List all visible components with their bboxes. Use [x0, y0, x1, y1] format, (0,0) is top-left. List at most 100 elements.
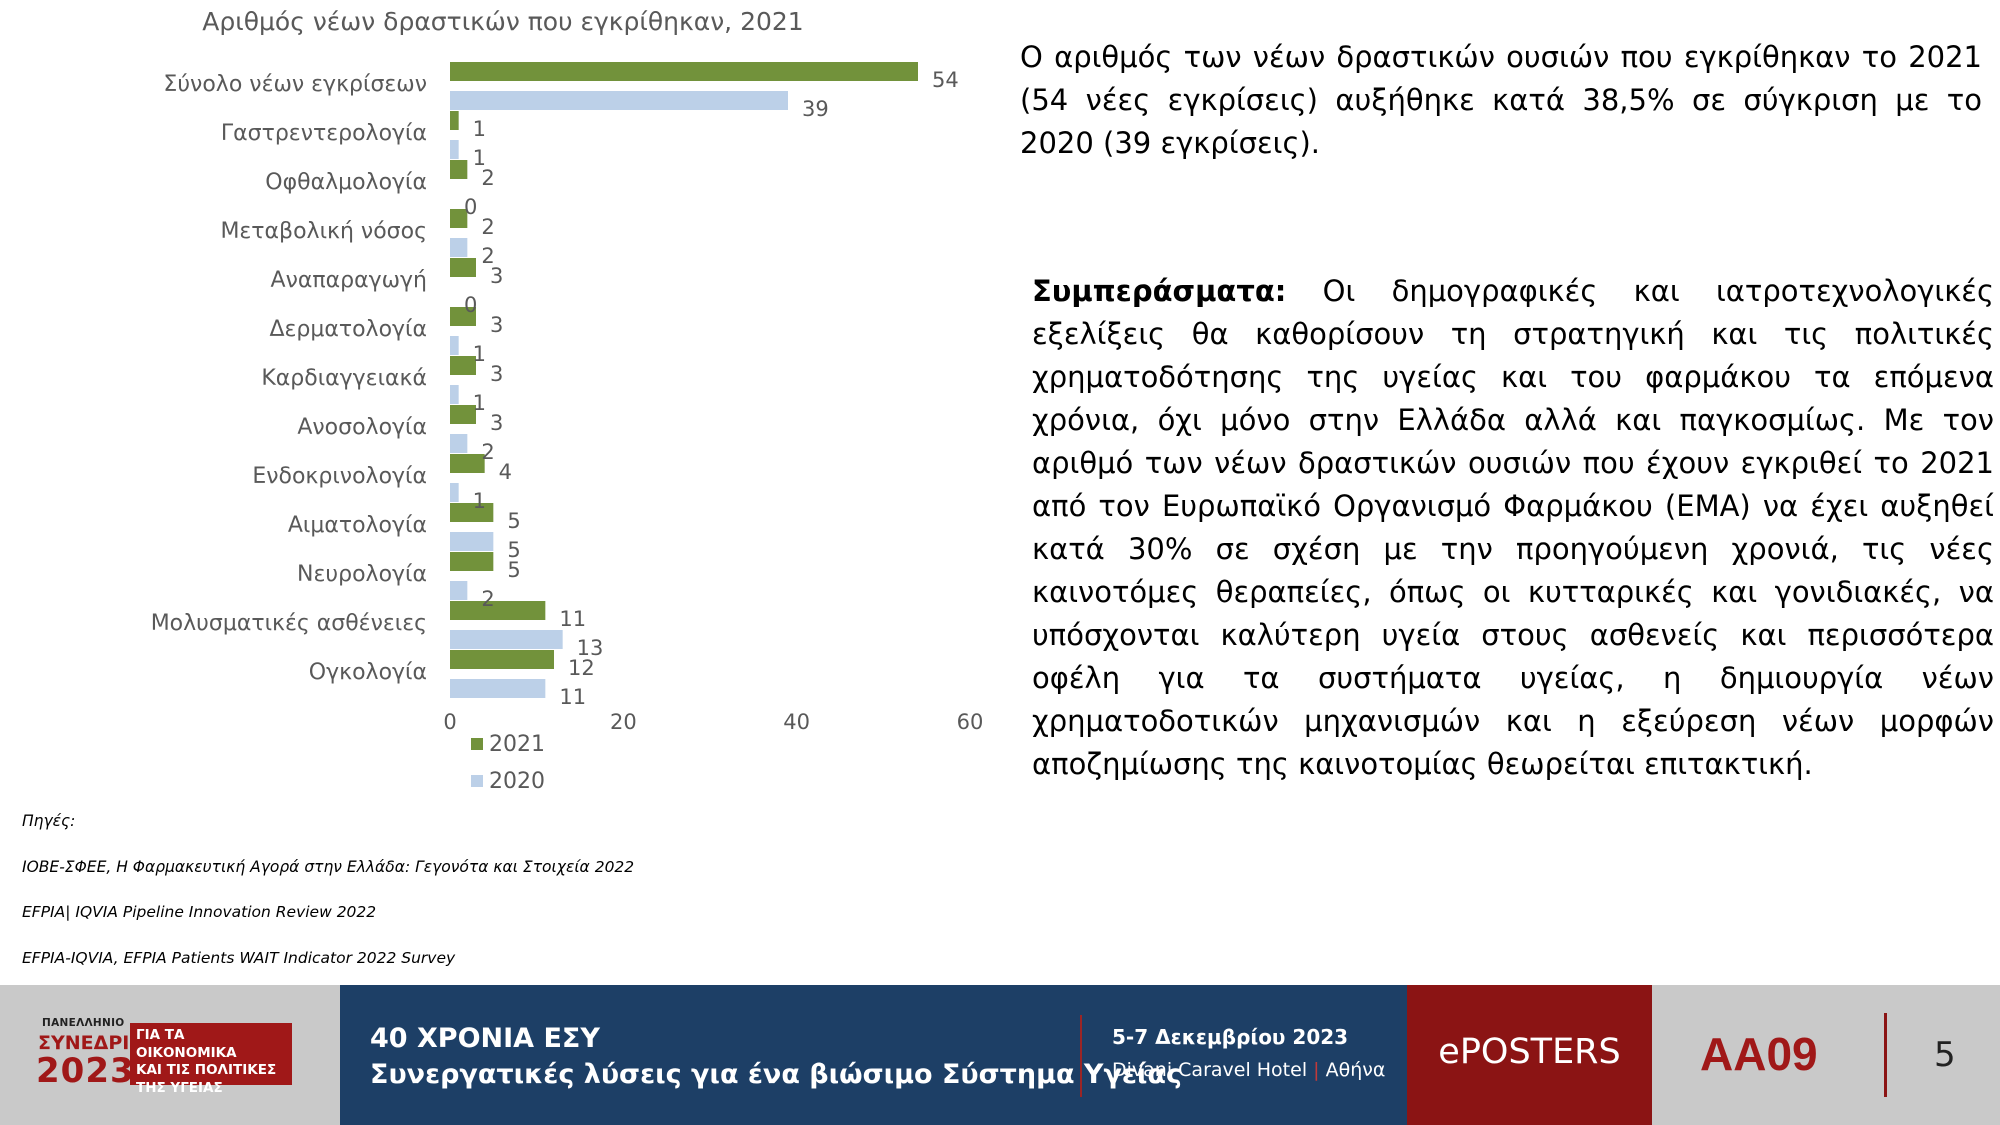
logo-box: ΓΙΑ ΤΑ ΟΙΚΟΝΟΜΙΚΑ ΚΑΙ ΤΙΣ ΠΟΛΙΤΙΚΕΣ ΤΗΣ …	[130, 1023, 292, 1096]
bar-2020	[450, 630, 563, 649]
conclusion-paragraph: Συμπεράσματα: Οι δημογραφικές και ιατροτ…	[1032, 270, 1994, 786]
bar-2021	[450, 454, 485, 473]
legend-swatch	[471, 775, 483, 787]
footer-date: 5-7 Δεκεμβρίου 2023	[1112, 1025, 1349, 1049]
bar-2020	[450, 483, 459, 502]
source-item: ΙΟΒΕ-ΣΦΕΕ, Η Φαρμακευτική Αγορά στην Ελλ…	[22, 857, 635, 876]
category-label: Μεταβολική νόσος	[220, 219, 427, 244]
sources: Πηγές: ΙΟΒΕ-ΣΦΕΕ, Η Φαρμακευτική Αγορά σ…	[22, 812, 634, 994]
data-label: 2	[481, 215, 494, 239]
bar-2021	[450, 307, 476, 326]
legend-label: 2021	[489, 732, 545, 757]
data-label: 2	[481, 440, 494, 464]
logo-big-text: ΣΥΝΕΔΡΙΟ	[38, 1032, 146, 1054]
data-label: 1	[473, 342, 486, 366]
bar-2021	[450, 111, 459, 130]
bar-2020	[450, 140, 459, 159]
category-label: Αναπαραγωγή	[271, 268, 427, 293]
logo-box-line: ΚΑΙ ΤΙΣ ΠΟΛΙΤΙΚΕΣ	[136, 1062, 277, 1078]
x-tick-label: 0	[443, 710, 456, 734]
category-label: Μολυσματικές ασθένειες	[151, 611, 427, 636]
legend-label: 2020	[489, 769, 545, 794]
data-label: 5	[507, 509, 520, 533]
data-label: 2	[481, 244, 494, 268]
category-label: Ανοσολογία	[297, 415, 427, 440]
category-label: Αιματολογία	[288, 513, 427, 538]
data-label: 13	[577, 636, 604, 660]
data-label: 3	[490, 313, 503, 337]
logo-year: 2023	[36, 1051, 135, 1091]
data-label: 54	[932, 68, 959, 92]
bar-2020	[450, 385, 459, 404]
bar-2021	[450, 209, 468, 228]
venue-city: Αθήνα	[1325, 1059, 1386, 1081]
data-label: 3	[490, 264, 503, 288]
category-label: Σύνολο νέων εγκρίσεων	[163, 72, 427, 97]
eposters-label: ePOSTERS	[1438, 1032, 1621, 1072]
page-number: 5	[1934, 1035, 1956, 1075]
bar-2021	[450, 160, 468, 179]
category-label: Ογκολογία	[309, 660, 427, 685]
bar-2021	[450, 356, 476, 375]
data-label: 1	[473, 489, 486, 513]
data-label: 0	[464, 195, 477, 219]
logo-small-text: ΠΑΝΕΛΛΗΝΙΟ	[42, 1017, 125, 1029]
data-label: 4	[499, 460, 512, 484]
data-label: 1	[473, 117, 486, 141]
bar-2021	[450, 62, 918, 81]
data-label: 2	[481, 587, 494, 611]
bar-2020	[450, 91, 788, 110]
conclusion-text: Οι δημογραφικές και ιατροτεχνολογικές εξ…	[1032, 274, 1994, 781]
data-label: 12	[568, 656, 595, 680]
data-label: 39	[802, 97, 829, 121]
category-label: Ενδοκρινολογία	[252, 464, 427, 489]
data-label: 5	[507, 558, 520, 582]
footer-venue: Divani Caravel Hotel | Αθήνα	[1112, 1059, 1385, 1081]
poster-code-block: AA09 5	[1652, 985, 2000, 1125]
data-label: 1	[473, 146, 486, 170]
legend-swatch	[471, 738, 483, 750]
poster-code: AA09	[1700, 1028, 1818, 1080]
bar-2020	[450, 238, 468, 257]
data-label: 1	[473, 391, 486, 415]
source-item: EFPIA| IQVIA Pipeline Innovation Review …	[22, 903, 377, 921]
bar-2021	[450, 601, 546, 620]
bar-2021	[450, 650, 554, 669]
x-tick-label: 20	[610, 710, 637, 734]
data-label: 5	[507, 538, 520, 562]
conclusion-heading: Συμπεράσματα:	[1032, 274, 1287, 308]
code-divider	[1884, 1013, 1887, 1097]
bar-chart: Αριθμός νέων δραστικών που εγκρίθηκαν, 2…	[151, 7, 984, 794]
bar-2020	[450, 532, 494, 551]
data-label: 3	[490, 362, 503, 386]
data-label: 2	[481, 166, 494, 190]
data-label: 3	[490, 411, 503, 435]
category-label: Γαστρεντερολογία	[221, 121, 427, 146]
logo-box-line: ΓΙΑ ΤΑ ΟΙΚΟΝΟΜΙΚΑ	[136, 1027, 237, 1061]
source-item: EFPIA-IQVIA, EFPIA Patients WAIT Indicat…	[22, 948, 456, 967]
bar-2020	[450, 336, 459, 355]
data-label: 0	[464, 293, 477, 317]
eposters-block: ePOSTERS	[1407, 985, 1652, 1125]
chart-title: Αριθμός νέων δραστικών που εγκρίθηκαν, 2…	[202, 7, 803, 36]
bar-2021	[450, 405, 476, 424]
data-label: 11	[559, 607, 586, 631]
bar-2021	[450, 258, 476, 277]
footer-divider	[1080, 1015, 1082, 1097]
footer-title-line2: Συνεργατικές λύσεις για ένα βιώσιμο Σύστ…	[370, 1059, 1182, 1090]
category-label: Οφθαλμολογία	[265, 170, 427, 195]
x-tick-label: 40	[783, 710, 810, 734]
venue-name: Divani Caravel Hotel	[1112, 1059, 1308, 1081]
category-label: Καρδιαγγειακά	[261, 366, 427, 391]
bar-2020	[450, 434, 468, 453]
category-label: Δερματολογία	[269, 317, 427, 342]
bar-2021	[450, 503, 494, 522]
footer-title-area: 40 ΧΡΟΝΙΑ ΕΣΥ Συνεργατικές λύσεις για έν…	[340, 985, 1407, 1125]
bar-2020	[450, 581, 468, 600]
conference-logo: ΠΑΝΕΛΛΗΝΙΟ ΣΥΝΕΔΡΙΟ 2023 ΓΙΑ ΤΑ ΟΙΚΟΝΟΜΙ…	[0, 985, 340, 1125]
bar-2021	[450, 552, 494, 571]
data-label: 11	[559, 685, 586, 709]
category-label: Νευρολογία	[297, 562, 427, 587]
x-tick-label: 60	[957, 710, 984, 734]
sources-heading: Πηγές:	[22, 812, 76, 830]
